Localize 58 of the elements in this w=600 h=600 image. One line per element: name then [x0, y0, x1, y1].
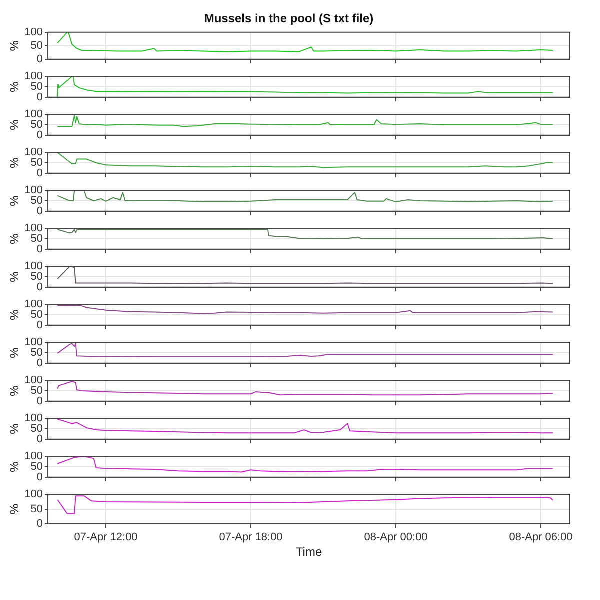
y-tick-label: 0: [36, 471, 43, 484]
y-tick-label: 50: [30, 423, 43, 436]
x-axis-title: Time: [296, 545, 322, 560]
y-tick-label: 50: [30, 40, 43, 52]
y-axis-title: %: [8, 385, 22, 396]
y-tick-label: 100: [24, 260, 43, 273]
y-tick-label: 100: [24, 184, 43, 197]
y-tick-label: 100: [24, 298, 43, 311]
y-tick-label: 0: [36, 243, 43, 256]
y-tick-label: 100: [24, 70, 43, 83]
y-axis-title: %: [8, 233, 22, 244]
y-axis-title: %: [8, 504, 22, 515]
x-tick-label: 07-Apr 18:00: [219, 532, 283, 544]
y-axis-title: %: [8, 81, 22, 92]
y-tick-label: 50: [30, 81, 43, 94]
y-tick-label: 0: [36, 281, 43, 294]
y-tick-label: 0: [36, 129, 43, 142]
y-tick-label: 100: [24, 146, 43, 159]
x-tick-label: 08-Apr 06:00: [509, 532, 573, 544]
y-axis-title: %: [8, 119, 22, 130]
y-tick-label: 0: [36, 91, 43, 104]
y-tick-label: 50: [30, 157, 43, 170]
y-tick-label: 0: [36, 53, 43, 66]
y-tick-label: 50: [30, 309, 43, 322]
y-axis-title: %: [8, 309, 22, 320]
y-axis-title: %: [8, 461, 22, 472]
y-tick-label: 50: [30, 271, 43, 284]
y-tick-label: 50: [30, 195, 43, 208]
y-tick-label: 0: [36, 395, 43, 408]
y-tick-label: 50: [30, 233, 43, 246]
y-tick-label: 0: [36, 319, 43, 332]
y-tick-label: 50: [30, 347, 43, 360]
y-tick-label: 100: [24, 108, 43, 121]
y-tick-label: 0: [36, 433, 43, 446]
y-tick-label: 0: [36, 167, 43, 180]
y-tick-label: 100: [24, 222, 43, 235]
y-axis-title: %: [8, 423, 22, 434]
y-tick-label: 100: [24, 336, 43, 349]
y-tick-label: 0: [36, 518, 43, 530]
x-tick-label: 07-Apr 12:00: [74, 532, 138, 544]
y-axis-title: %: [8, 157, 22, 168]
x-tick-label: 08-Apr 00:00: [364, 532, 428, 544]
y-tick-label: 50: [30, 385, 43, 398]
y-tick-label: 50: [30, 119, 43, 132]
chart-title: Mussels in the pool (S txt file): [204, 12, 374, 26]
y-tick-label: 0: [36, 357, 43, 370]
y-tick-label: 100: [24, 374, 43, 387]
y-axis-title: %: [8, 195, 22, 206]
y-tick-label: 50: [30, 461, 43, 474]
y-axis-title: %: [8, 347, 22, 358]
y-tick-label: 100: [24, 412, 43, 425]
y-tick-label: 100: [24, 450, 43, 463]
y-tick-label: 50: [30, 503, 43, 516]
y-axis-title: %: [8, 40, 22, 52]
y-tick-label: 100: [24, 488, 43, 501]
y-axis-title: %: [8, 271, 22, 282]
y-tick-label: 0: [36, 205, 43, 218]
y-tick-label: 100: [24, 26, 43, 38]
